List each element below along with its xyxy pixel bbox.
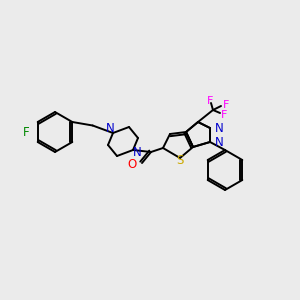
Text: O: O xyxy=(128,158,137,172)
Text: F: F xyxy=(223,100,230,110)
Text: F: F xyxy=(23,125,30,139)
Text: N: N xyxy=(106,122,114,136)
Text: S: S xyxy=(176,154,184,167)
Text: F: F xyxy=(207,96,213,106)
Text: N: N xyxy=(215,136,224,148)
Text: N: N xyxy=(133,146,141,158)
Text: N: N xyxy=(215,122,224,134)
Text: F: F xyxy=(221,110,227,120)
